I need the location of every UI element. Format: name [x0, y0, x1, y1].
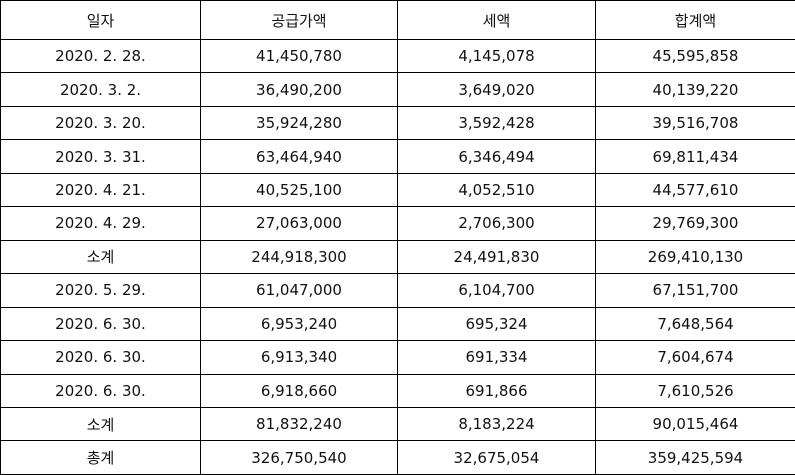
amount-cell: 6,918,660 [200, 373, 398, 408]
amount-cell: 90,015,464 [595, 406, 795, 442]
date-cell: 소계 [0, 239, 201, 275]
table-row: 소계 244,918,300 24,491,830 269,410,130 [0, 239, 795, 275]
amount-cell: 24,491,830 [397, 239, 596, 275]
date-cell: 2020. 6. 30. [0, 340, 201, 375]
amount-cell: 67,151,700 [595, 273, 795, 308]
date-cell: 소계 [0, 406, 201, 442]
date-cell: 2020. 4. 29. [0, 206, 201, 241]
amount-cell: 4,052,510 [397, 172, 596, 208]
header-row: 일자 공급가액 세액 합계액 [0, 0, 795, 40]
amount-cell: 32,675,054 [397, 440, 596, 475]
amount-cell: 39,516,708 [595, 105, 795, 141]
amount-cell: 4,145,078 [397, 38, 596, 74]
amount-cell: 27,063,000 [200, 206, 398, 241]
date-cell: 2020. 3. 2. [0, 72, 201, 107]
amount-cell: 45,595,858 [595, 38, 795, 74]
amount-cell: 35,924,280 [200, 105, 398, 141]
date-cell: 2020. 5. 29. [0, 273, 201, 308]
header-cell: 일자 [0, 0, 201, 40]
date-cell: 2020. 3. 31. [0, 139, 201, 174]
table-row: 2020. 2. 28. 41,450,780 4,145,078 45,595,85… [0, 38, 795, 74]
amount-cell: 8,183,224 [397, 406, 596, 442]
date-cell: 2020. 3. 20. [0, 105, 201, 141]
amount-cell: 29,769,300 [595, 206, 795, 241]
amount-cell: 269,410,130 [595, 239, 795, 275]
amount-cell: 81,832,240 [200, 406, 398, 442]
table-row: 2020. 6. 30. 6,953,240 695,324 7,648,564 [0, 306, 795, 342]
amount-cell: 691,866 [397, 373, 596, 408]
amount-cell: 691,334 [397, 340, 596, 375]
amount-cell: 695,324 [397, 306, 596, 342]
table-body: 2020. 2. 28. 41,450,780 4,145,078 45,595,85… [0, 38, 795, 475]
date-cell: 2020. 2. 28. [0, 38, 201, 74]
amount-cell: 2,706,300 [397, 206, 596, 241]
amount-cell: 6,953,240 [200, 306, 398, 342]
amount-cell: 40,525,100 [200, 172, 398, 208]
amount-cell: 36,490,200 [200, 72, 398, 107]
date-cell: 2020. 6. 30. [0, 306, 201, 342]
amount-cell: 63,464,940 [200, 139, 398, 174]
amount-cell: 326,750,540 [200, 440, 398, 475]
table-row: 2020. 6. 30. 6,918,660 691,866 7,610,526 [0, 373, 795, 408]
date-cell: 총계 [0, 440, 201, 475]
date-cell: 2020. 6. 30. [0, 373, 201, 408]
table-row: 2020. 3. 2. 36,490,200 3,649,020 40,139,220 [0, 72, 795, 107]
amount-cell: 359,425,594 [595, 440, 795, 475]
amount-cell: 244,918,300 [200, 239, 398, 275]
amount-cell: 61,047,000 [200, 273, 398, 308]
amount-cell: 6,346,494 [397, 139, 596, 174]
amount-cell: 7,648,564 [595, 306, 795, 342]
table-row: 소계 81,832,240 8,183,224 90,015,464 [0, 406, 795, 442]
date-cell: 2020. 4. 21. [0, 172, 201, 208]
table-row: 2020. 4. 21. 40,525,100 4,052,510 44,577,61… [0, 172, 795, 208]
amount-cell: 3,649,020 [397, 72, 596, 107]
amount-cell: 6,104,700 [397, 273, 596, 308]
amount-cell: 3,592,428 [397, 105, 596, 141]
table-row: 2020. 4. 29. 27,063,000 2,706,300 29,769,30… [0, 206, 795, 241]
table-row: 2020. 6. 30. 6,913,340 691,334 7,604,674 [0, 340, 795, 375]
table-row: 2020. 3. 20. 35,924,280 3,592,428 39,516,70… [0, 105, 795, 141]
amount-cell: 69,811,434 [595, 139, 795, 174]
amount-cell: 7,604,674 [595, 340, 795, 375]
header-cell: 세액 [397, 0, 596, 40]
table-row: 총계 326,750,540 32,675,054 359,425,594 [0, 440, 795, 475]
table-row: 2020. 5. 29. 61,047,000 6,104,700 67,151,70… [0, 273, 795, 308]
header-cell: 공급가액 [200, 0, 398, 40]
amount-cell: 7,610,526 [595, 373, 795, 408]
amount-cell: 44,577,610 [595, 172, 795, 208]
header-cell: 합계액 [595, 0, 795, 40]
amount-cell: 41,450,780 [200, 38, 398, 74]
amount-cell: 40,139,220 [595, 72, 795, 107]
table-row: 2020. 3. 31. 63,464,940 6,346,494 69,811,43… [0, 139, 795, 174]
amount-cell: 6,913,340 [200, 340, 398, 375]
